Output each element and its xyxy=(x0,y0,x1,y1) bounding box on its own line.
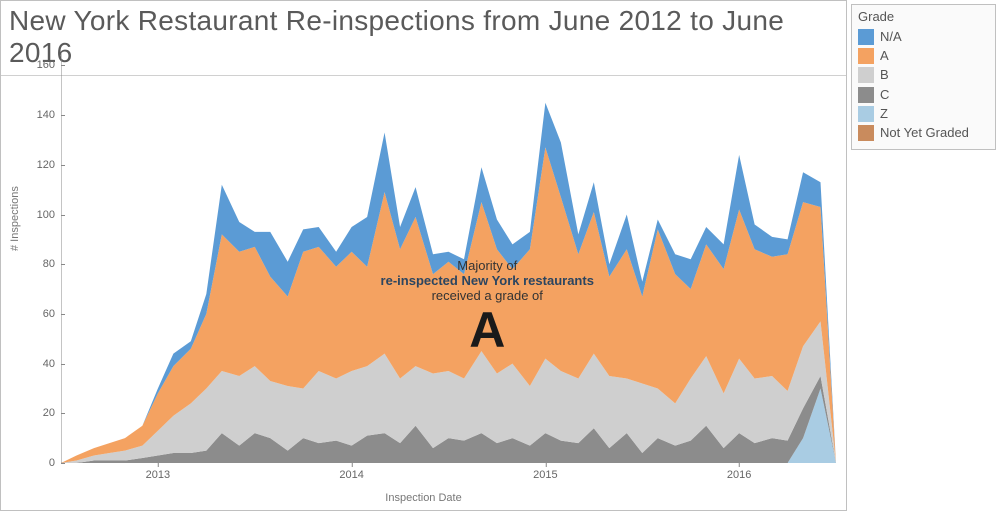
chart-annotation: Majority ofre-inspected New York restaur… xyxy=(357,258,617,355)
legend-label: A xyxy=(880,47,889,65)
y-tick-label: 60 xyxy=(21,308,61,320)
legend-label: Not Yet Graded xyxy=(880,124,969,142)
y-tick-label: 120 xyxy=(21,159,61,171)
y-tick-label: 40 xyxy=(21,358,61,370)
legend-item[interactable]: Z xyxy=(858,105,989,123)
x-tick-label: 2015 xyxy=(533,463,557,481)
x-tick-label: 2013 xyxy=(146,463,170,481)
annotation-line1: Majority of xyxy=(357,258,617,273)
legend-item[interactable]: B xyxy=(858,66,989,84)
x-tick-label: 2014 xyxy=(339,463,363,481)
legend-label: N/A xyxy=(880,28,902,46)
y-tick-label: 80 xyxy=(21,258,61,270)
chart-panel: New York Restaurant Re-inspections from … xyxy=(0,0,847,511)
legend-swatch xyxy=(858,29,874,45)
legend-item[interactable]: C xyxy=(858,86,989,104)
legend-label: Z xyxy=(880,105,888,123)
legend-swatch xyxy=(858,67,874,83)
legend-swatch xyxy=(858,106,874,122)
legend-label: B xyxy=(880,66,889,84)
plot-region: 0204060801001201401602013201420152016Maj… xyxy=(61,53,836,463)
legend-swatch xyxy=(858,48,874,64)
y-tick-label: 100 xyxy=(21,209,61,221)
y-tick-label: 20 xyxy=(21,407,61,419)
annotation-line3: received a grade of xyxy=(357,288,617,303)
y-tick-label: 140 xyxy=(21,109,61,121)
y-axis-label: # Inspections xyxy=(9,186,21,251)
x-axis-label: Inspection Date xyxy=(1,492,846,504)
legend-items: N/AABCZNot Yet Graded xyxy=(858,28,989,142)
legend-box: Grade N/AABCZNot Yet Graded xyxy=(851,4,996,150)
y-tick-label: 160 xyxy=(21,59,61,71)
annotation-big-letter: A xyxy=(357,305,617,355)
legend-label: C xyxy=(880,86,889,104)
annotation-line2: re-inspected New York restaurants xyxy=(357,273,617,288)
legend-item[interactable]: N/A xyxy=(858,28,989,46)
y-tick-label: 0 xyxy=(21,457,61,469)
x-tick-label: 2016 xyxy=(727,463,751,481)
legend-swatch xyxy=(858,125,874,141)
legend-item[interactable]: Not Yet Graded xyxy=(858,124,989,142)
legend-panel: Grade N/AABCZNot Yet Graded xyxy=(847,0,1000,511)
legend-item[interactable]: A xyxy=(858,47,989,65)
legend-swatch xyxy=(858,87,874,103)
legend-title: Grade xyxy=(858,9,989,24)
